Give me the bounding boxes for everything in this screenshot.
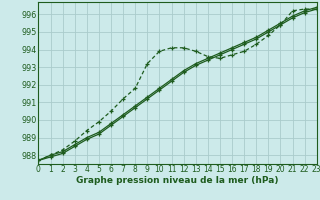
X-axis label: Graphe pression niveau de la mer (hPa): Graphe pression niveau de la mer (hPa) xyxy=(76,176,279,185)
